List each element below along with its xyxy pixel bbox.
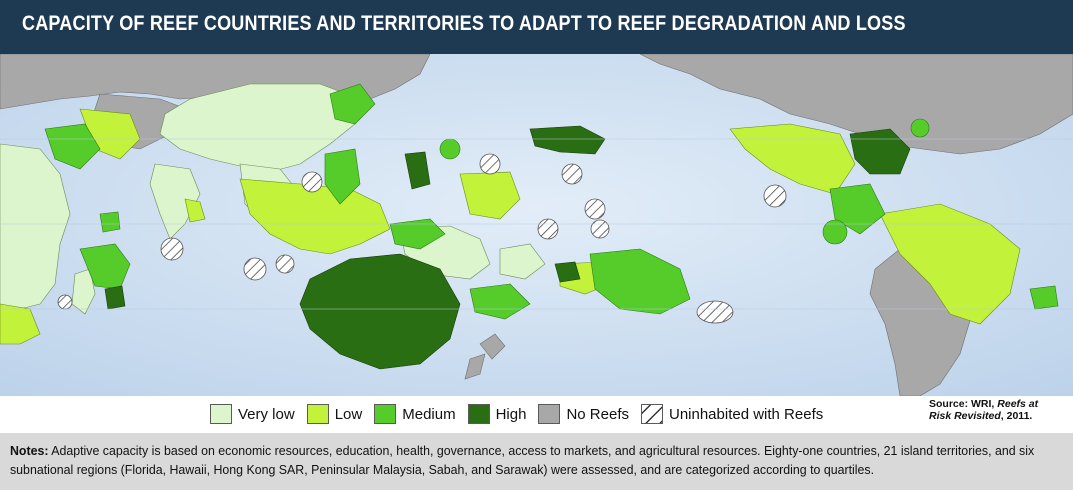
legend-item-very-low: Very low [210,404,295,424]
high-regions [104,125,911,370]
uninhabited-pacific-6 [590,219,610,239]
region-florida-caribbean [849,128,911,175]
source-credit: Source: WRI, Reefs at Risk Revisited, 20… [929,398,1059,422]
region-china [159,83,361,173]
region-africa-coast [0,303,41,345]
legend-item-no-reefs: No Reefs [538,404,629,424]
region-pacific-medium-2 [469,283,531,320]
region-philippines [324,148,361,205]
swatch-medium-icon [374,404,397,424]
legend-label: High [495,405,527,423]
region-reunion [104,285,126,310]
uninhabited-pacific-5 [584,198,606,220]
region-new-zealand-south [464,353,486,380]
region-pacific-medium-1 [589,248,691,315]
swatch-very-low-icon [210,404,232,424]
low-regions [0,108,1021,345]
region-brazil-coast [1029,285,1059,310]
map [0,54,1073,396]
header-bar: CAPACITY OF REEF COUNTRIES AND TERRITORI… [0,0,1073,54]
legend-item-low: Low [306,404,363,424]
swatch-high-icon [467,404,490,424]
graticule [0,138,1073,310]
legend-label: Low [334,405,363,423]
uninhabited-pitcairn [696,300,734,324]
region-new-zealand [479,333,506,360]
swatch-low-icon [306,404,329,424]
legend-label: Very low [238,405,295,423]
map-title: CAPACITY OF REEF COUNTRIES AND TERRITORI… [22,12,906,35]
notes-label: Notes: [10,443,49,458]
notes-text: Notes: Adaptive capacity is based on eco… [10,441,1059,479]
region-saudi-arabia [44,123,101,170]
legend-item-medium: Medium [374,404,456,424]
uninhabited-indian-ocean-3 [275,254,295,274]
uninhabited-pacific-4 [537,218,559,240]
region-bermuda [910,118,930,138]
source-suffix: , 2011. [1000,410,1033,422]
region-guam [404,151,431,190]
region-pacific-east [499,243,546,280]
legend: Very low Low Medium High No Reefs Uninha… [210,402,835,426]
notes-body: Adaptive capacity is based on economic r… [10,443,1035,477]
region-png [389,218,446,250]
legend-label: No Reefs [566,405,629,423]
region-mozambique-channel [79,243,131,290]
legend-label: Medium [402,405,456,423]
region-india [149,163,201,240]
region-madagascar-area [71,268,96,315]
region-west-pacific-low [459,171,521,220]
region-micronesia-high [529,125,606,155]
uninhabited-pacific-2 [479,153,501,175]
uninhabited-east-pacific [763,184,787,208]
region-atlantic-island [822,219,848,245]
uninhabited-indian-ocean-2 [243,257,267,281]
region-pacific-high [554,261,581,283]
uninhabited-chagos [57,294,73,310]
region-hawaii [439,138,461,160]
uninhabited-regions [57,153,787,324]
swatch-uninhabited-icon [640,404,663,424]
source-work: Reefs at Risk Revisited [929,398,1039,422]
medium-regions [44,83,1059,320]
region-japan [329,83,376,125]
legend-label: Uninhabited with Reefs [668,405,824,423]
region-sri-lanka [184,198,206,223]
uninhabited-pacific-3 [561,163,583,185]
swatch-no-reefs-icon [538,404,561,424]
legend-item-high: High [467,404,527,424]
uninhabited-pacific-1 [301,171,323,193]
uninhabited-indian-ocean-1 [160,237,184,261]
legend-item-uninhabited: Uninhabited with Reefs [640,404,824,424]
notes-box: Notes: Adaptive capacity is based on eco… [0,433,1073,490]
region-seychelles [99,211,121,233]
map-svg [0,54,1073,396]
source-prefix: Source: WRI, [929,398,998,410]
region-australia [299,253,461,370]
